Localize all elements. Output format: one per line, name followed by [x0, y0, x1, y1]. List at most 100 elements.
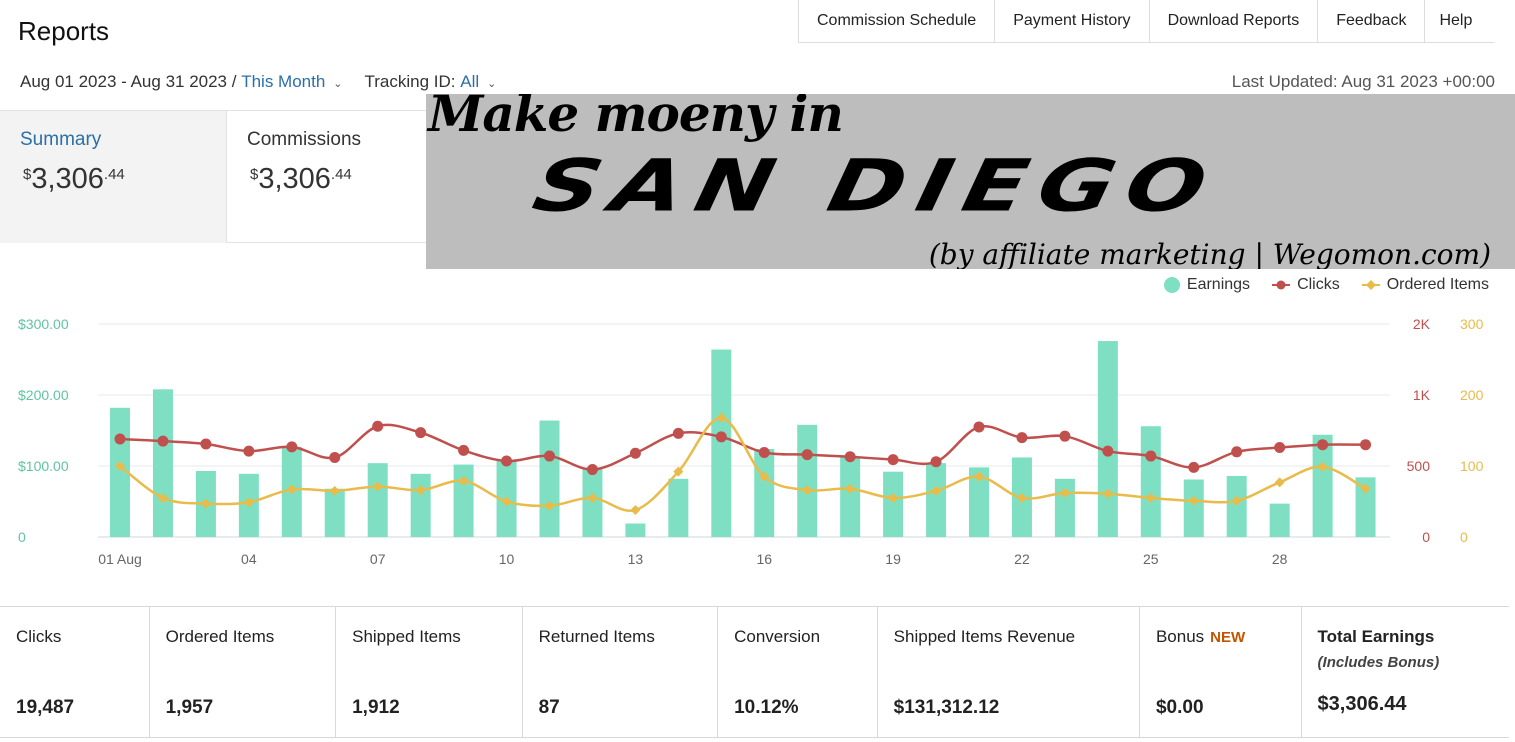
stat-label: Clicks	[16, 627, 62, 646]
clicks-point	[1102, 445, 1114, 457]
ordered-items-point	[1274, 477, 1285, 488]
ordered-items-point	[1102, 488, 1113, 499]
ordered-items-point	[458, 475, 469, 486]
x-tick-label: 13	[628, 551, 644, 567]
ordered-items-point	[845, 483, 856, 494]
top-nav: Commission Schedule Payment History Down…	[798, 0, 1495, 43]
earnings-bar	[410, 473, 431, 537]
stat-label: Ordered Items	[165, 627, 275, 646]
earnings-dot-icon	[1163, 277, 1180, 293]
x-tick-label: 10	[499, 551, 515, 567]
legend-clicks[interactable]: Clicks	[1272, 276, 1340, 294]
clicks-line	[119, 423, 1366, 471]
tab-commissions[interactable]: Commissions $3,306.44	[226, 110, 438, 243]
nav-payment-history[interactable]: Payment History	[995, 0, 1150, 42]
clicks-point	[1188, 461, 1200, 473]
chevron-down-icon[interactable]: ⌄	[487, 77, 497, 90]
clicks-point	[629, 447, 641, 459]
tab-summary[interactable]: Summary $3,306.44	[0, 110, 226, 243]
y-tick-earnings: $300.00	[18, 316, 69, 332]
clicks-point	[372, 420, 384, 432]
stat-label: Returned Items	[538, 627, 655, 646]
ordered-items-point	[1016, 492, 1027, 503]
stat-shipped-revenue: Shipped Items Revenue $131,312.12	[878, 607, 1140, 737]
stat-conversion: Conversion 10.12%	[718, 607, 878, 737]
stat-value: 1,957	[165, 697, 214, 718]
ordered-items-point	[1188, 495, 1199, 506]
clicks-point	[586, 464, 598, 476]
stat-bonus: Bonus NEW $0.00	[1140, 607, 1302, 737]
ordered-items-point	[802, 485, 813, 496]
summary-amount: $3,306.44	[23, 163, 125, 196]
tab-commissions-label: Commissions	[247, 129, 362, 150]
ordered-line-icon	[1361, 280, 1380, 290]
y-tick-clicks: 2K	[1413, 316, 1431, 332]
earnings-bar	[926, 463, 947, 537]
stat-value: 1,912	[352, 697, 400, 718]
x-tick-label: 28	[1272, 551, 1288, 567]
ordered-items-point	[415, 485, 426, 496]
legend-ordered-items[interactable]: Ordered Items	[1361, 276, 1489, 294]
clicks-point	[200, 438, 212, 450]
ordered-items-point	[243, 497, 254, 508]
stat-total-earnings: Total Earnings (Includes Bonus) $3,306.4…	[1302, 607, 1509, 737]
amount-cents: .44	[103, 166, 125, 183]
nav-download-reports[interactable]: Download Reports	[1150, 0, 1319, 42]
stat-label: Shipped Items Revenue	[893, 627, 1076, 646]
x-tick-label: 25	[1143, 551, 1159, 567]
ordered-items-point	[157, 492, 168, 503]
nav-feedback[interactable]: Feedback	[1318, 0, 1426, 42]
amount-whole: 3,306	[258, 163, 331, 195]
banner-line-2: SAN DIEGO	[526, 144, 1226, 228]
clicks-point	[286, 441, 298, 453]
earnings-bar	[1054, 478, 1075, 537]
tracking-id-dropdown[interactable]: All	[460, 72, 480, 91]
clicks-point	[1016, 432, 1028, 444]
clicks-line-icon	[1272, 280, 1291, 290]
clicks-point	[1317, 439, 1329, 451]
x-tick-label: 16	[756, 551, 772, 567]
y-tick-earnings: $200.00	[18, 387, 69, 403]
earnings-bar	[1183, 479, 1204, 537]
nav-commission-schedule[interactable]: Commission Schedule	[799, 0, 996, 42]
legend-ordered-label: Ordered Items	[1386, 276, 1489, 293]
y-tick-items: 100	[1460, 458, 1484, 474]
x-tick-label: 19	[885, 551, 901, 567]
earnings-bar	[1312, 434, 1333, 537]
earnings-bar	[324, 488, 345, 537]
earnings-bar	[539, 420, 560, 537]
amount-whole: 3,306	[31, 163, 104, 195]
clicks-point	[1360, 439, 1372, 451]
x-tick-label: 01 Aug	[98, 551, 142, 567]
stats-bar: Clicks 19,487 Ordered Items 1,957 Shippe…	[0, 606, 1509, 738]
earnings-bar	[969, 467, 989, 537]
date-range-text: Aug 01 2023 - Aug 31 2023 /	[20, 72, 237, 91]
date-preset-dropdown[interactable]: This Month	[241, 72, 326, 91]
y-tick-items: 0	[1460, 529, 1468, 545]
ordered-items-point	[630, 505, 641, 516]
stat-sublabel: (Includes Bonus)	[1317, 654, 1440, 671]
clicks-point	[973, 421, 985, 433]
legend-earnings-label: Earnings	[1186, 276, 1251, 293]
clicks-point	[1231, 446, 1243, 458]
ordered-items-point	[1317, 461, 1328, 472]
stat-label: Total Earnings	[1317, 627, 1435, 646]
clicks-point	[758, 447, 770, 459]
y-tick-earnings: $100.00	[18, 458, 69, 474]
ordered-items-point	[1059, 487, 1070, 498]
date-filter-row: Aug 01 2023 - Aug 31 2023 / This Month ⌄ …	[20, 72, 518, 92]
chevron-down-icon[interactable]: ⌄	[333, 77, 343, 90]
nav-help[interactable]: Help	[1439, 12, 1473, 29]
ordered-items-point	[1360, 483, 1371, 494]
y-tick-earnings: 0	[18, 529, 26, 545]
ordered-items-point	[286, 484, 297, 495]
ordered-items-point	[501, 496, 512, 507]
y-tick-clicks: 1K	[1413, 387, 1431, 403]
clicks-point	[1059, 430, 1071, 442]
ordered-items-point	[974, 471, 984, 482]
ordered-items-point	[888, 492, 899, 503]
clicks-point	[415, 427, 427, 439]
commissions-amount: $3,306.44	[250, 163, 352, 196]
legend-earnings[interactable]: Earnings	[1163, 276, 1251, 294]
